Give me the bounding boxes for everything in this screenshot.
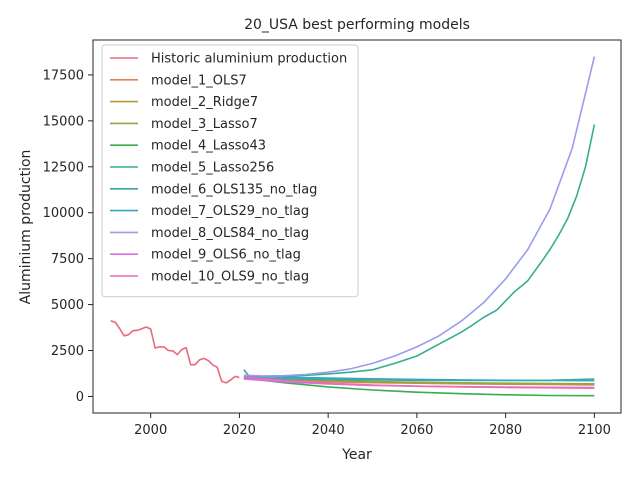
- y-tick-label: 2500: [51, 344, 84, 359]
- x-tick-label: 2020: [223, 423, 256, 438]
- series-line-9: [243, 56, 596, 377]
- y-tick-label: 10000: [43, 206, 84, 221]
- axes: 2000 2020 2040 2060 2080 2100 0 2500 5000 7500 100…: [43, 39, 622, 438]
- legend-label-8: model_7_OLS29_no_tlag: [151, 204, 309, 219]
- legend-label-10: model_9_OLS6_no_tlag: [151, 248, 301, 263]
- plot-area: [110, 56, 596, 397]
- series-line-8: [243, 375, 595, 382]
- legend-label-1: Historic aluminium production: [151, 52, 347, 67]
- y-tick-label: 15000: [43, 114, 84, 129]
- y-axis-label: Aluminium production: [18, 150, 34, 305]
- legend-box: [101, 44, 359, 298]
- legend-label-6: model_5_Lasso256: [151, 161, 274, 176]
- y-tick-label: 5000: [51, 298, 84, 313]
- chart-title: 20_USA best performing models: [244, 17, 470, 33]
- x-tick-label: 2000: [134, 423, 167, 438]
- legend-label-3: model_2_Ridge7: [151, 95, 258, 110]
- series-line-5: [243, 377, 595, 397]
- legend: Historic aluminium production model_1_OLS…: [101, 44, 359, 298]
- legend-label-9: model_8_OLS84_no_tlag: [151, 226, 309, 241]
- y-tick-label: 7500: [51, 252, 84, 267]
- y-tick-label: 12500: [43, 160, 84, 175]
- y-tick-label: 0: [76, 390, 84, 405]
- series-line-11: [243, 376, 595, 389]
- x-tick-label: 2100: [578, 423, 611, 438]
- y-tick-label: 17500: [43, 68, 84, 83]
- legend-label-2: model_1_OLS7: [151, 73, 247, 88]
- legend-label-5: model_4_Lasso43: [151, 139, 266, 154]
- x-tick-label: 2080: [489, 423, 522, 438]
- series-line-1: [110, 320, 240, 384]
- x-tick-label: 2040: [312, 423, 345, 438]
- legend-label-7: model_6_OLS135_no_tlag: [151, 182, 317, 197]
- legend-label-4: model_3_Lasso7: [151, 117, 258, 132]
- x-tick-label: 2060: [400, 423, 433, 438]
- legend-label-11: model_10_OLS9_no_tlag: [151, 270, 309, 285]
- plot-frame: [92, 39, 622, 414]
- x-axis-label: Year: [341, 447, 372, 463]
